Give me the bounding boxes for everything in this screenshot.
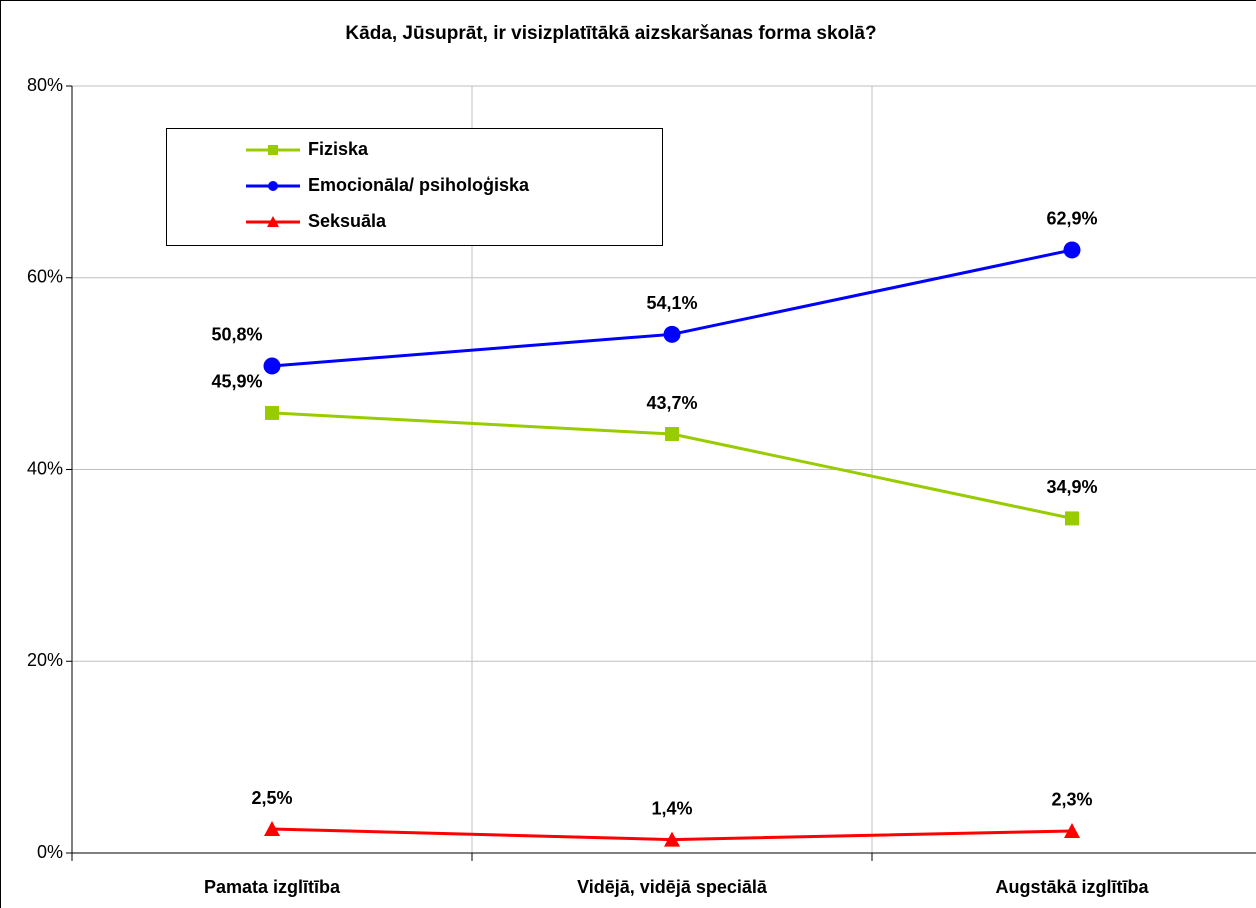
- y-tick-label: 60%: [27, 267, 63, 287]
- data-point: [264, 821, 280, 837]
- legend-marker: [268, 145, 278, 155]
- x-tick-label: Vidējā, vidējā speciālā: [577, 877, 768, 897]
- data-label: 54,1%: [646, 293, 697, 313]
- data-label: 1,4%: [651, 798, 692, 818]
- chart-title: Kāda, Jūsuprāt, ir visizplatītākā aizska…: [345, 23, 876, 44]
- data-point: [1065, 511, 1079, 526]
- x-tick-label: Pamata izglītība: [204, 877, 341, 897]
- y-tick-label: 40%: [27, 458, 63, 478]
- data-point: [1064, 822, 1080, 838]
- legend-label: Seksuāla: [308, 211, 387, 231]
- data-label: 2,5%: [251, 788, 292, 808]
- y-tick-label: 20%: [27, 650, 63, 670]
- data-point: [665, 427, 679, 442]
- legend-label: Fiziska: [308, 139, 369, 159]
- legend-label: Emocionāla/ psiholoģiska: [308, 175, 530, 195]
- data-label: 2,3%: [1051, 790, 1092, 810]
- data-label: 43,7%: [646, 393, 697, 413]
- data-label: 50,8%: [211, 325, 262, 345]
- y-tick-label: 80%: [27, 75, 63, 95]
- data-point: [265, 405, 279, 420]
- data-label: 34,9%: [1046, 477, 1097, 497]
- data-point: [263, 357, 281, 375]
- data-point: [1063, 241, 1081, 259]
- legend-marker: [267, 216, 279, 227]
- x-tick-label: Augstākā izglītība: [995, 877, 1149, 897]
- data-point: [664, 831, 680, 847]
- y-tick-label: 0%: [37, 842, 63, 862]
- legend-marker: [268, 181, 278, 191]
- data-label: 45,9%: [211, 372, 262, 392]
- data-point: [663, 325, 681, 343]
- data-label: 62,9%: [1046, 209, 1097, 229]
